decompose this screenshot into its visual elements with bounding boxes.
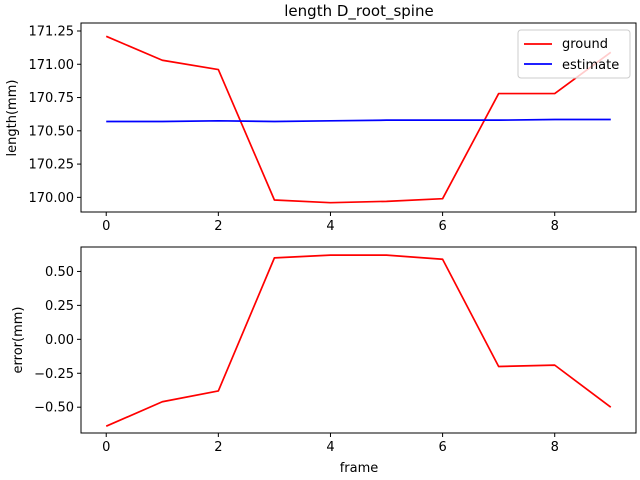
legend-label-ground: ground [562,37,608,52]
x-axis-label-frame: frame [340,461,379,476]
series-line-estimate [106,118,611,123]
y-tick-label: 171.25 [29,24,75,39]
y-tick-label: 171.00 [29,58,75,73]
y-tick-label: 0.50 [45,265,74,280]
series-line-error [105,254,612,427]
length-subplot: length D_root_spine length(mm) 0 2 4 6 8 170.… [5,2,637,234]
tick-group: 0 2 4 6 8 −0.50 −0.25 0.00 0.25 0.50 [34,265,559,455]
y-tick-label: −0.25 [34,367,74,382]
x-tick-label: 0 [102,219,110,234]
x-tick-label: 2 [214,440,222,455]
y-tick-label: 170.00 [29,191,75,206]
x-tick-label: 4 [326,219,334,234]
series-group [105,254,612,427]
tick-group: 0 2 4 6 8 170.00 170.25 170.50 170.75 171.00 171.2… [29,24,559,234]
legend: ground estimate [517,29,631,79]
plot-frame [80,246,637,434]
x-tick-label: 6 [438,219,446,234]
y-tick-label: 0.00 [45,333,74,348]
x-tick-label: 4 [326,440,334,455]
y-tick-label: 170.25 [29,158,75,173]
y-axis-label-error: error(mm) [11,307,26,374]
x-tick-label: 0 [102,440,110,455]
y-tick-label: −0.50 [34,401,74,416]
series-line-ground [105,35,612,204]
legend-label-estimate: estimate [562,58,619,73]
series-group [105,35,612,204]
y-tick-label: 170.50 [29,124,75,139]
legend-box [517,29,631,79]
chart-title: length D_root_spine [284,2,433,21]
x-tick-label: 6 [438,440,446,455]
plot-frame [80,22,637,213]
x-tick-label: 8 [551,440,559,455]
x-tick-label: 8 [551,219,559,234]
y-tick-label: 0.25 [45,299,74,314]
y-tick-label: 170.75 [29,91,75,106]
y-axis-label-length: length(mm) [5,80,20,157]
x-tick-label: 2 [214,219,222,234]
error-subplot: error(mm) 0 2 4 6 8 −0.50 −0.25 0.00 0.25 0.50 fr… [11,246,637,476]
